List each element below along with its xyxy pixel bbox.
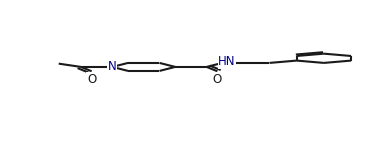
Text: O: O <box>213 73 222 86</box>
Text: O: O <box>87 73 96 86</box>
Text: HN: HN <box>218 55 236 68</box>
Text: N: N <box>108 60 117 73</box>
